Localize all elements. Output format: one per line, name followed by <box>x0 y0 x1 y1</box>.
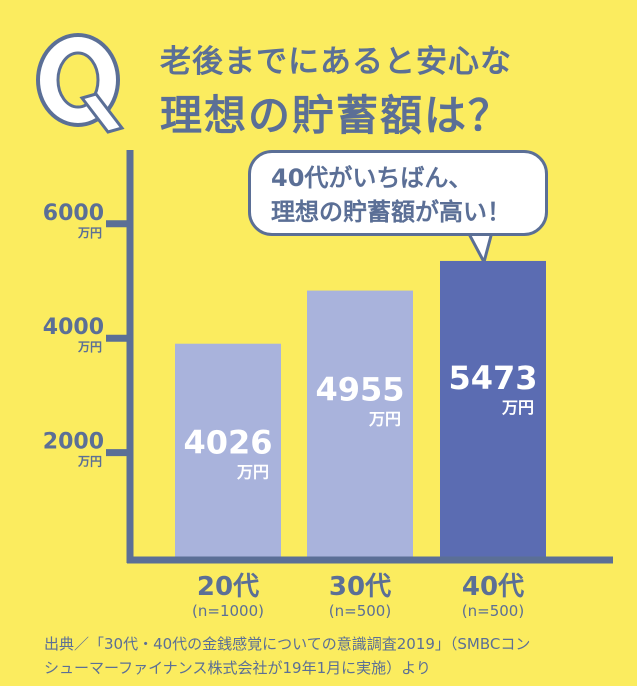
value-label: 4026 <box>183 424 272 462</box>
q-icon <box>36 33 125 134</box>
y-tick-label: 4000 <box>43 315 104 340</box>
y-tick-label: 2000 <box>43 430 104 455</box>
value-label: 4955 <box>315 371 404 409</box>
callout-tail <box>465 230 494 267</box>
y-tick-unit: 万円 <box>77 455 102 469</box>
y-tick-unit: 万円 <box>77 340 102 354</box>
sample-size: (n=500) <box>329 602 391 620</box>
bar-40代 <box>440 260 546 560</box>
category-label: 40代 <box>462 572 524 602</box>
value-unit: 万円 <box>236 463 269 482</box>
value-unit: 万円 <box>368 410 401 429</box>
callout-line1: 40代がいちばん、 <box>271 164 473 192</box>
category-label: 20代 <box>197 572 259 602</box>
callout-bubble: 40代がいちばん、 理想の貯蓄額が高い！ <box>248 150 548 236</box>
footnote: 出典／「30代・40代の金銭感覚についての意識調査2019」（SMBCコン シュ… <box>44 632 530 680</box>
title-line2: 理想の貯蓄額は？ <box>160 91 513 140</box>
title-line1: 老後までにあると安心な <box>160 44 512 80</box>
category-label: 30代 <box>329 572 391 602</box>
y-tick-unit: 万円 <box>77 226 102 240</box>
bar-30代 <box>307 290 413 560</box>
sample-size: (n=500) <box>462 602 524 620</box>
footnote-line2: シューマーファイナンス株式会社が19年1月に実施）より <box>44 659 431 677</box>
sample-size: (n=1000) <box>192 602 264 620</box>
y-tick-label: 6000 <box>43 201 104 226</box>
callout-line2: 理想の貯蓄額が高い！ <box>271 198 511 226</box>
value-unit: 万円 <box>501 398 534 417</box>
footnote-line1: 出典／「30代・40代の金銭感覚についての意識調査2019」（SMBCコン <box>44 635 531 653</box>
bar-20代 <box>175 343 281 560</box>
value-label: 5473 <box>448 359 537 397</box>
